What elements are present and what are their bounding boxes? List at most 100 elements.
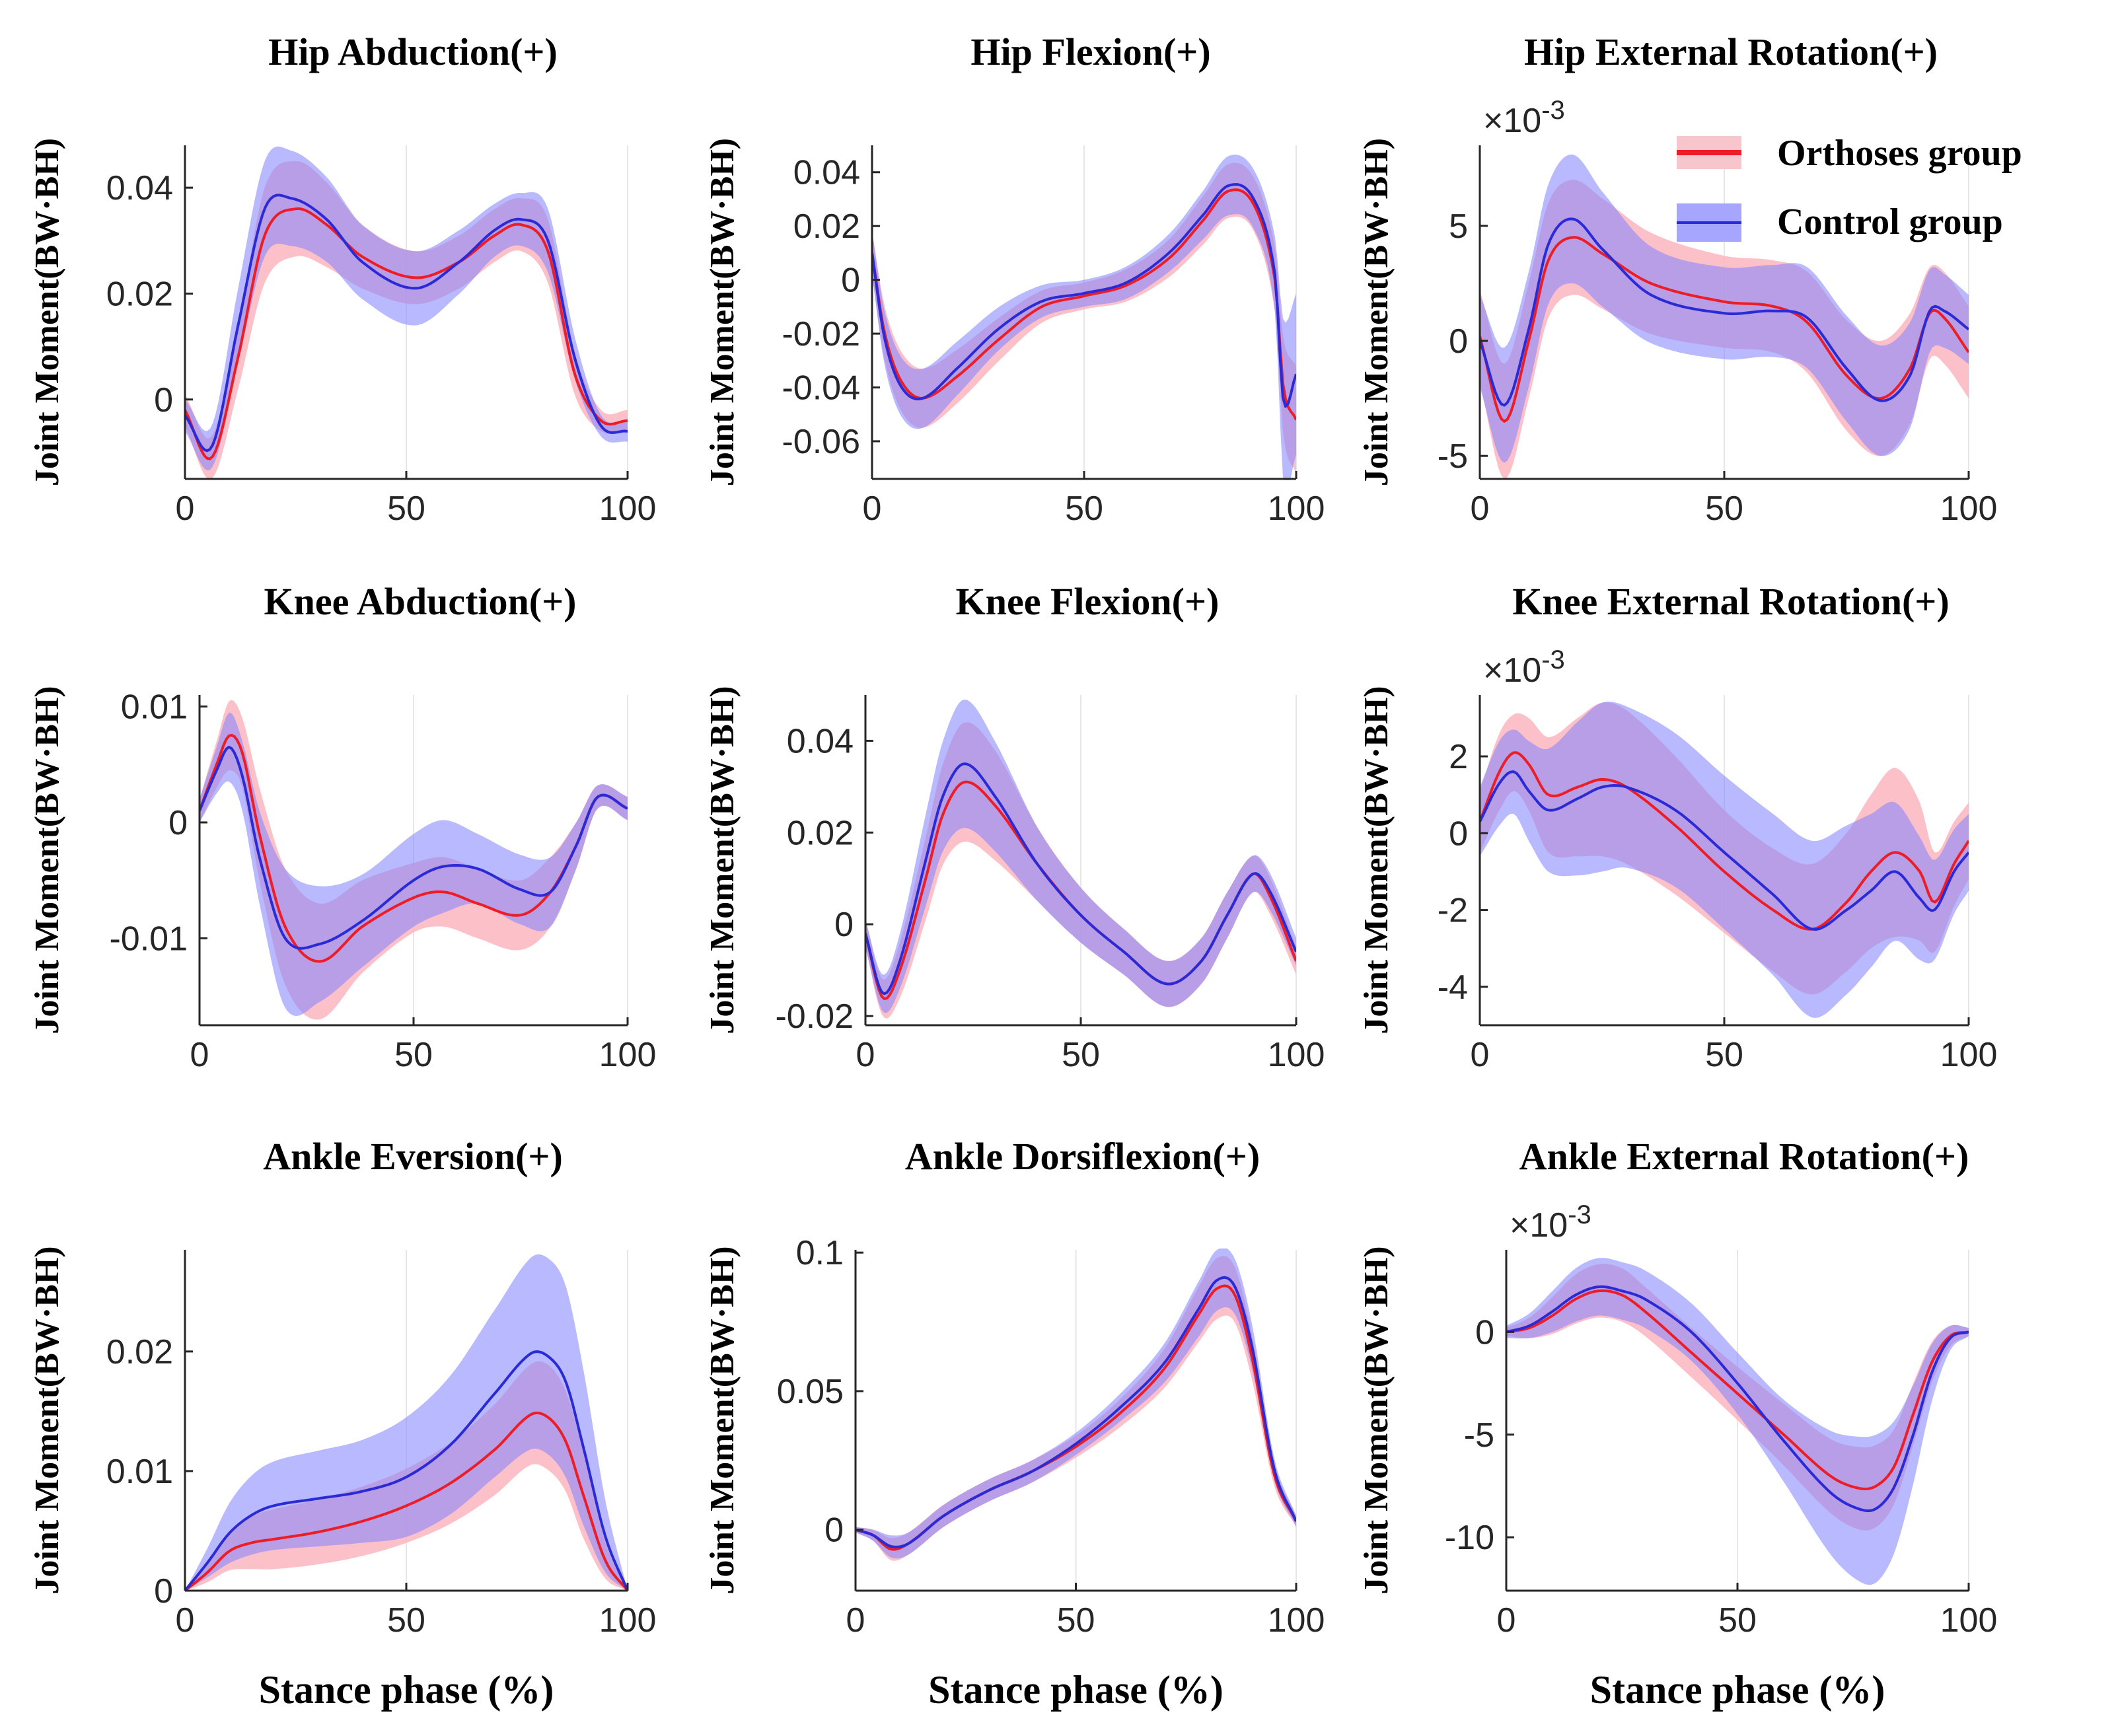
y-tick-label: -0.01 bbox=[109, 920, 188, 958]
series-line-control bbox=[1480, 770, 1969, 931]
y-axis-label: Joint Moment(BW·BH) bbox=[28, 686, 66, 1034]
y-axis-label: Joint Moment(BW·BH) bbox=[704, 138, 741, 486]
x-tick-label: 0 bbox=[190, 1036, 209, 1074]
plot-area bbox=[856, 1248, 1296, 1561]
x-tick-label: 0 bbox=[846, 1601, 865, 1640]
series-line-control bbox=[872, 183, 1296, 408]
y-tick-label: 0 bbox=[1449, 322, 1468, 361]
y-axis-label: Joint Moment(BW·BH) bbox=[1358, 138, 1395, 486]
band-control bbox=[856, 1248, 1296, 1559]
y-tick-label: 0 bbox=[1449, 814, 1468, 853]
panel-6: 0 50 100 2 0 -2 -4 ×10-3 Knee External Rotation(… bbox=[1358, 580, 1997, 1074]
y-axis-label: Joint Moment(BW·BH) bbox=[704, 686, 741, 1034]
series-line-orthoses bbox=[185, 1411, 628, 1592]
x-tick-label: 100 bbox=[1940, 1036, 1998, 1074]
y-tick-label: 0.04 bbox=[106, 169, 173, 207]
y-axis-label: Joint Moment(BW·BH) bbox=[1358, 686, 1395, 1034]
panel-title: Hip External Rotation(+) bbox=[1524, 30, 1938, 73]
series-line-control bbox=[1506, 1285, 1969, 1513]
series-line-control bbox=[200, 745, 628, 950]
series-line-control bbox=[865, 762, 1296, 995]
panel-title: Hip Flexion(+) bbox=[970, 30, 1210, 73]
x-tick-label: 50 bbox=[1057, 1601, 1095, 1640]
x-tick-label: 50 bbox=[1062, 1036, 1100, 1074]
panel-title: Knee Flexion(+) bbox=[956, 580, 1220, 623]
panel-2: 0 50 100 0.04 0.02 0 -0.02 -0.04 -0.06 Hip Flexio… bbox=[704, 30, 1325, 528]
x-tick-label: 50 bbox=[1718, 1601, 1757, 1640]
series-line-control bbox=[185, 1350, 628, 1592]
y-tick-label: -5 bbox=[1464, 1416, 1494, 1455]
plot-area bbox=[1480, 702, 1969, 1018]
y-tick-label: 0.04 bbox=[793, 154, 860, 192]
x-tick-label: 50 bbox=[387, 489, 425, 528]
x-tick-label: 100 bbox=[1268, 1036, 1325, 1074]
panel-1: 0 50 100 0 0.02 0.04 Hip Abduction(+) Joint Mom… bbox=[28, 30, 656, 528]
band-control bbox=[185, 1254, 628, 1591]
legend: Orthoses group Control group bbox=[1677, 133, 2022, 242]
panel-7: 0 50 100 0 0.01 0.02 Ankle Eversion(+) Joint Mo… bbox=[28, 1135, 656, 1712]
x-tick-label: 50 bbox=[387, 1601, 425, 1640]
band-control bbox=[1506, 1258, 1969, 1585]
y-tick-label: 0 bbox=[834, 906, 854, 944]
x-tick-label: 100 bbox=[1268, 489, 1325, 528]
band-control bbox=[1480, 154, 1969, 463]
y-tick-label: 0.02 bbox=[106, 275, 173, 313]
y-tick-label: 0.02 bbox=[106, 1333, 173, 1371]
plot-area bbox=[185, 1254, 628, 1592]
y-tick-label: 0.05 bbox=[777, 1373, 844, 1411]
panel-4: 0 50 100 0.01 0 -0.01 Knee Abduction(+) Joint M… bbox=[28, 580, 656, 1074]
x-tick-label: 100 bbox=[1940, 489, 1998, 528]
series-line-control bbox=[185, 194, 628, 452]
exponent-label: ×10-3 bbox=[1483, 645, 1565, 690]
panel-title: Knee External Rotation(+) bbox=[1512, 580, 1949, 623]
plot-area bbox=[1480, 154, 1969, 479]
y-tick-label: -0.02 bbox=[782, 315, 860, 353]
x-tick-label: 100 bbox=[599, 1601, 657, 1640]
y-tick-label: 0.04 bbox=[787, 722, 854, 760]
y-axis-label: Joint Moment(BW·BH) bbox=[1358, 1246, 1395, 1594]
panel-title: Knee Abduction(+) bbox=[264, 580, 577, 623]
x-tick-label: 0 bbox=[176, 1601, 195, 1640]
x-tick-label: 0 bbox=[1471, 489, 1490, 528]
x-tick-label: 50 bbox=[1705, 489, 1743, 528]
y-tick-label: 0.02 bbox=[793, 207, 860, 246]
x-tick-label: 50 bbox=[1705, 1036, 1743, 1074]
series-line-orthoses bbox=[1480, 751, 1969, 931]
x-tick-label: 0 bbox=[856, 1036, 875, 1074]
legend-label-orthoses: Orthoses group bbox=[1777, 133, 2022, 174]
x-axis-label: Stance phase (%) bbox=[259, 1668, 554, 1712]
plot-area bbox=[1506, 1258, 1969, 1585]
y-tick-label: 0 bbox=[1475, 1313, 1494, 1352]
x-tick-label: 100 bbox=[1268, 1601, 1325, 1640]
x-tick-label: 0 bbox=[176, 489, 195, 528]
y-tick-label: -4 bbox=[1438, 968, 1468, 1007]
series-line-orthoses bbox=[872, 188, 1296, 421]
band-control bbox=[200, 712, 628, 1017]
plot-area bbox=[185, 146, 628, 480]
x-tick-label: 0 bbox=[1471, 1036, 1490, 1074]
y-tick-label: -5 bbox=[1438, 437, 1468, 476]
y-tick-label: 5 bbox=[1449, 207, 1468, 246]
x-tick-label: 100 bbox=[599, 489, 657, 528]
x-axis-label: Stance phase (%) bbox=[928, 1668, 1223, 1712]
x-tick-label: 0 bbox=[863, 489, 882, 528]
y-tick-label: 0 bbox=[824, 1511, 844, 1550]
legend-label-control: Control group bbox=[1777, 201, 2003, 242]
panel-title: Hip Abduction(+) bbox=[268, 30, 558, 73]
x-tick-label: 100 bbox=[1940, 1601, 1998, 1640]
y-tick-label: -10 bbox=[1445, 1519, 1494, 1557]
y-tick-label: -0.06 bbox=[782, 423, 860, 461]
series-line-control bbox=[856, 1276, 1296, 1548]
series-line-orthoses bbox=[185, 207, 628, 460]
y-tick-label: 0.01 bbox=[121, 688, 188, 727]
panel-title: Ankle Dorsiflexion(+) bbox=[905, 1135, 1260, 1178]
y-tick-label: 0.1 bbox=[796, 1234, 844, 1272]
band-control bbox=[865, 700, 1296, 1013]
x-tick-label: 100 bbox=[599, 1036, 657, 1074]
y-tick-label: 0 bbox=[841, 262, 860, 300]
y-axis-label: Joint Moment(BW·BH) bbox=[28, 138, 66, 486]
panel-title: Ankle External Rotation(+) bbox=[1519, 1135, 1969, 1178]
